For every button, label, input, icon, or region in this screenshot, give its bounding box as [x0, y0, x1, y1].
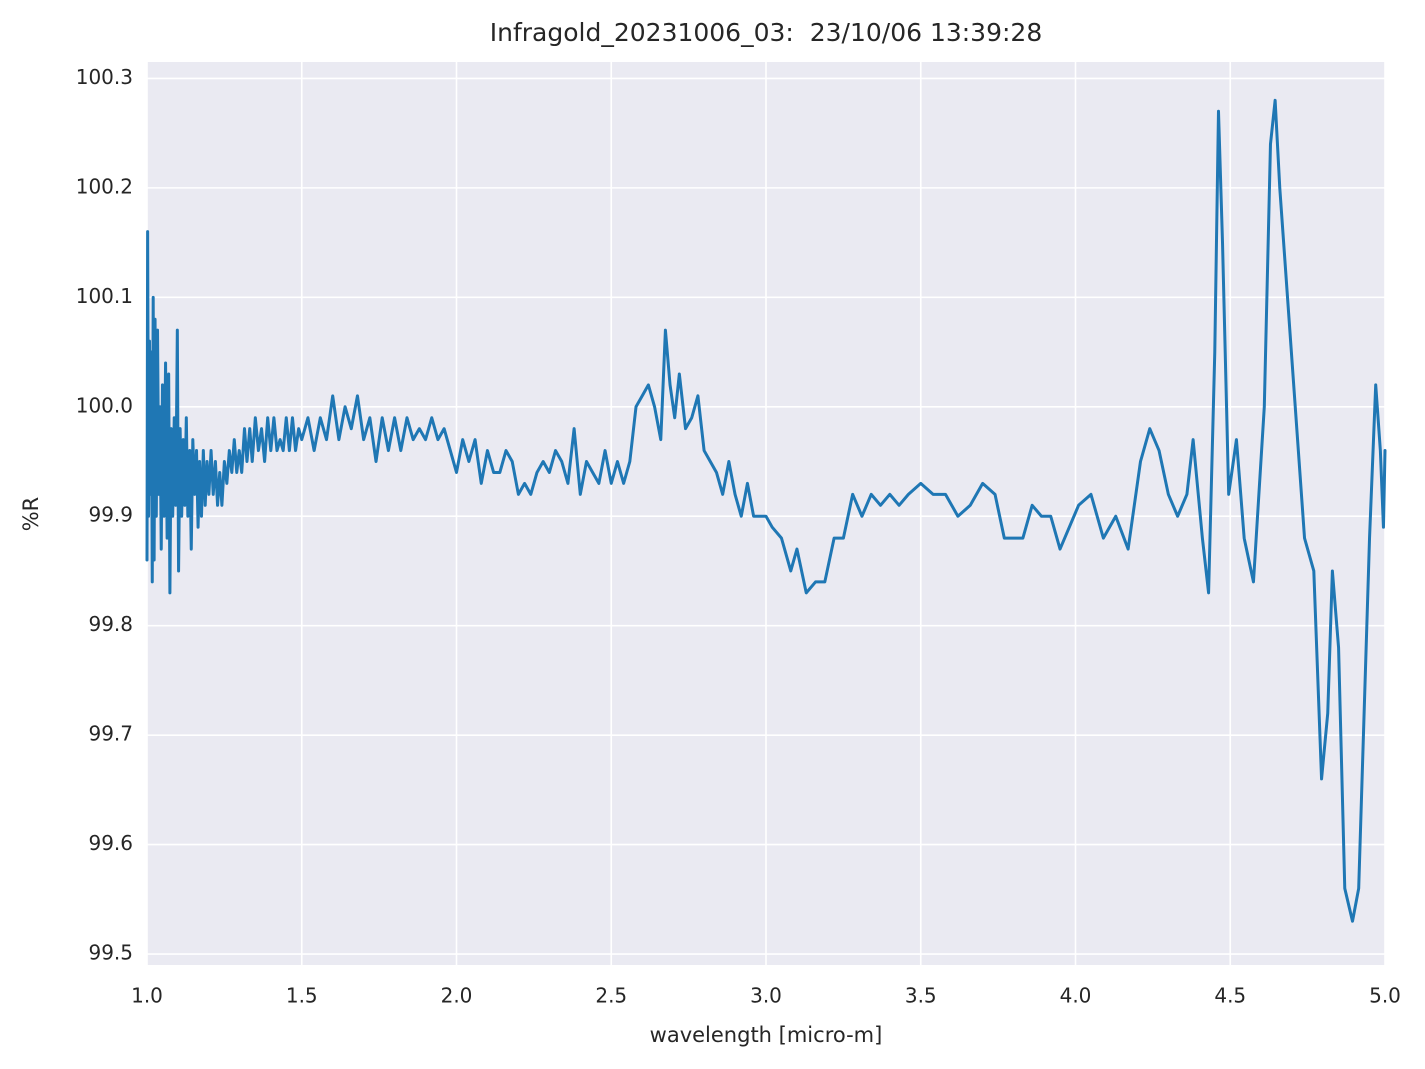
chart-title: Infragold_20231006_03: 23/10/06 13:39:28: [490, 18, 1042, 47]
y-tick-label: 100.1: [76, 284, 133, 308]
data-layer: [145, 98, 1387, 923]
x-tick-label: 4.5: [1214, 984, 1246, 1008]
y-tick-label: 100.3: [76, 65, 133, 89]
x-tick-label: 4.0: [1060, 984, 1092, 1008]
y-tick-label: 99.5: [88, 941, 133, 965]
x-tick-label: 1.5: [286, 984, 318, 1008]
y-axis-label: %R: [19, 497, 43, 532]
x-tick-label: 2.0: [441, 984, 473, 1008]
y-tick-label: 99.6: [88, 831, 133, 855]
y-tick-label: 100.0: [76, 393, 133, 417]
y-tick-label: 99.9: [88, 503, 133, 527]
x-tick-label: 5.0: [1369, 984, 1401, 1008]
x-tick-label: 3.0: [750, 984, 782, 1008]
y-tick-label: 99.8: [88, 612, 133, 636]
data-line: [145, 98, 1387, 923]
tick-labels: 1.0 1.5 2.0 2.5 3.0 3.5 4.0 4.5 5.0 99.5 99.6 99.7 9…: [76, 65, 1401, 1008]
y-tick-label: 99.7: [88, 722, 133, 746]
y-tick-label: 100.2: [76, 174, 133, 198]
x-tick-label: 2.5: [595, 984, 627, 1008]
x-tick-label: 1.0: [131, 984, 163, 1008]
x-axis-label: wavelength [micro-m]: [650, 1023, 883, 1047]
x-tick-label: 3.5: [905, 984, 937, 1008]
